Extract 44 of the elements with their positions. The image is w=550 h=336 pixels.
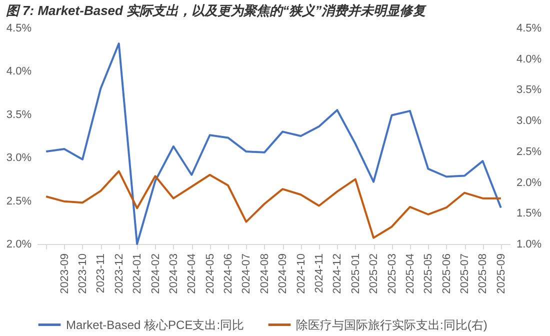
y2-tick-label: 3.5%: [516, 84, 542, 96]
x-tick-label: 2023-11: [95, 254, 108, 294]
x-tick-label: 2025-09: [495, 254, 508, 294]
line-series: [45, 170, 502, 239]
y2-tick-label: 4.5%: [516, 22, 542, 34]
x-tick-label: 2024-09: [277, 254, 290, 294]
legend-label: 除医疗与国际旅行实际支出:同比(右): [296, 318, 488, 332]
x-tick-label: 2024-11: [313, 254, 326, 294]
x-tick-label: 2024-01: [132, 254, 144, 294]
y-tick-label: 4.5%: [6, 22, 32, 34]
y-tick-label: 2.5%: [6, 195, 32, 208]
x-tick-label: 2024-06: [222, 254, 235, 294]
x-tick-label: 2023-09: [58, 254, 71, 294]
x-tick-label: 2024-12: [332, 254, 344, 294]
x-tick-label: 2024-08: [258, 254, 271, 294]
x-tick-label: 2025-07: [459, 254, 472, 294]
y-tick-label: 4.0%: [6, 66, 32, 78]
y2-tick-label: 3.0%: [516, 115, 542, 128]
y2-tick-label: 2.0%: [516, 176, 542, 189]
x-tick-label: 2024-07: [240, 254, 253, 294]
x-tick-label: 2024-04: [186, 254, 198, 294]
y-tick-label: 2.0%: [6, 238, 32, 250]
x-tick-label: 2023-12: [113, 254, 126, 294]
x-tick-label: 2025-01: [350, 254, 362, 294]
x-tick-label: 2025-08: [477, 254, 490, 294]
x-tick-label: 2025-06: [440, 254, 453, 294]
y2-tick-label: 4.0%: [516, 53, 542, 66]
x-tick-label: 2024-03: [168, 254, 180, 294]
x-tick-label: 2025-03: [386, 254, 398, 294]
y2-tick-label: 2.5%: [516, 146, 542, 158]
x-tick-label: 2024-02: [150, 254, 162, 294]
x-tick-label: 2023-10: [76, 254, 89, 294]
x-tick-label: 2024-10: [295, 254, 308, 294]
legend-label: Market-Based 核心PCE支出:同比: [66, 318, 244, 332]
x-tick-label: 2025-04: [404, 254, 416, 294]
x-tick-label: 2025-02: [368, 254, 380, 294]
y2-tick-label: 1.5%: [516, 208, 542, 220]
y-tick-label: 3.5%: [6, 108, 32, 121]
line-series: [45, 42, 502, 245]
y-tick-label: 3.0%: [6, 152, 32, 164]
chart-title: 图 7: Market-Based 实际支出，以及更为聚焦的“狭义”消费并未明显修复: [6, 3, 428, 18]
y2-tick-label: 1.0%: [516, 238, 542, 250]
x-tick-label: 2025-05: [422, 254, 435, 294]
x-tick-label: 2024-05: [204, 254, 216, 294]
